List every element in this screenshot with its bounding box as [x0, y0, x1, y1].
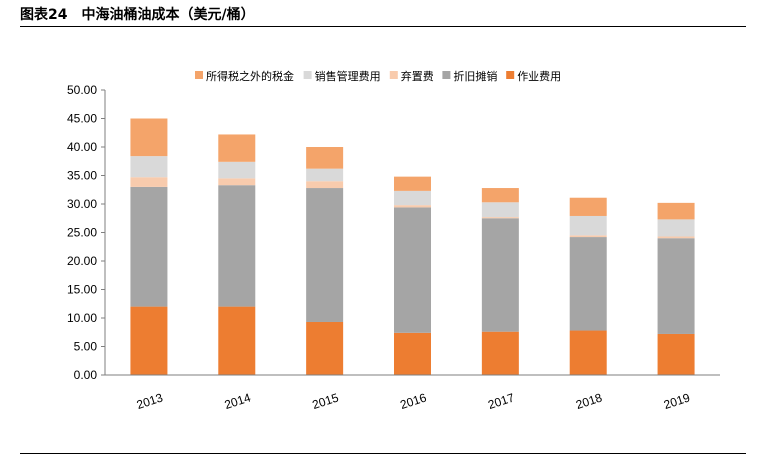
y-tick-label: 5.00: [74, 340, 98, 354]
bar-segment-折旧摊销-2015: [306, 188, 344, 322]
bar-segment-作业费用-2013: [130, 306, 168, 375]
bar-segment-折旧摊销-2018: [569, 237, 607, 331]
bar-segment-作业费用-2014: [218, 306, 256, 375]
figure-title: 图表24 中海油桶油成本（美元/桶）: [20, 7, 255, 23]
legend-swatch: [195, 71, 203, 79]
legend-swatch: [303, 71, 312, 79]
bottom-divider: [20, 453, 746, 454]
x-tick-label: 2015: [311, 390, 341, 412]
bar-segment-折旧摊销-2019: [657, 238, 695, 334]
chart-legend: 所得税之外的税金 销售管理费用 弃置费 折旧摊销 作业费用: [195, 69, 561, 83]
bar-segment-弃置费-2013: [130, 177, 168, 187]
bar-segment-作业费用-2019: [657, 333, 695, 375]
legend-label: 折旧摊销: [453, 69, 497, 83]
y-tick-label: 0.00: [74, 368, 98, 382]
bar-segment-弃置费-2017: [481, 217, 519, 219]
legend-label: 所得税之外的税金: [206, 69, 294, 83]
bar-segment-所得税之外的税金-2018: [569, 197, 607, 216]
y-tick-label: 25.00: [67, 226, 97, 240]
bar-segment-所得税之外的税金-2014: [218, 134, 256, 162]
y-tick-label: 15.00: [67, 283, 97, 297]
y-tick-label: 45.00: [67, 112, 97, 126]
bar-segment-折旧摊销-2016: [394, 207, 431, 333]
bar-segment-销售管理费用-2016: [394, 190, 431, 206]
bars-group: [130, 118, 695, 375]
x-tick-label: 2013: [135, 390, 165, 412]
y-tick-label: 50.00: [67, 83, 97, 97]
bar-segment-弃置费-2014: [218, 178, 256, 186]
bar-segment-弃置费-2015: [306, 181, 344, 189]
bar-segment-弃置费-2019: [657, 236, 695, 239]
x-tick-label: 2016: [398, 390, 428, 412]
bar-segment-弃置费-2018: [569, 235, 607, 238]
y-axis: 0.00 5.00 10.00 15.00 20.00 25.00 30.00 35.00 40…: [67, 83, 106, 382]
y-tick-label: 20.00: [67, 254, 97, 268]
legend-swatch: [442, 71, 451, 79]
bar-segment-销售管理费用-2018: [569, 215, 607, 236]
bar-segment-折旧摊销-2017: [481, 218, 519, 332]
bar-segment-作业费用-2015: [306, 321, 344, 375]
bar-segment-作业费用-2018: [569, 330, 607, 375]
legend-label: 销售管理费用: [315, 69, 381, 83]
bar-segment-弃置费-2016: [394, 205, 431, 208]
title-divider: [20, 26, 746, 27]
bar-segment-销售管理费用-2017: [481, 202, 519, 218]
bar-segment-所得税之外的税金-2016: [394, 176, 431, 191]
x-axis: 2013 2014 2015 2016 2017 2018 2019: [105, 374, 720, 412]
x-tick-label: 2018: [574, 390, 604, 412]
x-tick-label: 2019: [662, 390, 692, 412]
bar-segment-销售管理费用-2014: [218, 161, 256, 179]
bar-segment-销售管理费用-2015: [306, 168, 344, 182]
x-tick-label: 2014: [223, 390, 253, 412]
legend-label: 弃置费: [401, 69, 434, 83]
bar-segment-作业费用-2017: [481, 331, 519, 375]
legend-label: 作业费用: [517, 70, 561, 83]
y-tick-label: 40.00: [67, 140, 97, 154]
y-tick-label: 35.00: [67, 169, 97, 183]
bar-segment-折旧摊销-2014: [218, 185, 256, 307]
bar-segment-折旧摊销-2013: [130, 186, 168, 307]
bar-segment-作业费用-2016: [394, 332, 431, 375]
bar-segment-所得税之外的税金-2019: [657, 202, 695, 220]
x-tick-label: 2017: [486, 390, 516, 412]
bar-segment-所得税之外的税金-2013: [130, 118, 168, 157]
y-tick-label: 30.00: [67, 197, 97, 211]
legend-swatch: [389, 71, 398, 79]
bar-segment-销售管理费用-2019: [657, 219, 695, 237]
legend-swatch: [506, 71, 515, 79]
y-tick-label: 10.00: [67, 311, 97, 325]
bar-segment-所得税之外的税金-2015: [306, 147, 344, 169]
bar-segment-所得税之外的税金-2017: [481, 188, 519, 203]
bar-segment-销售管理费用-2013: [130, 156, 168, 178]
